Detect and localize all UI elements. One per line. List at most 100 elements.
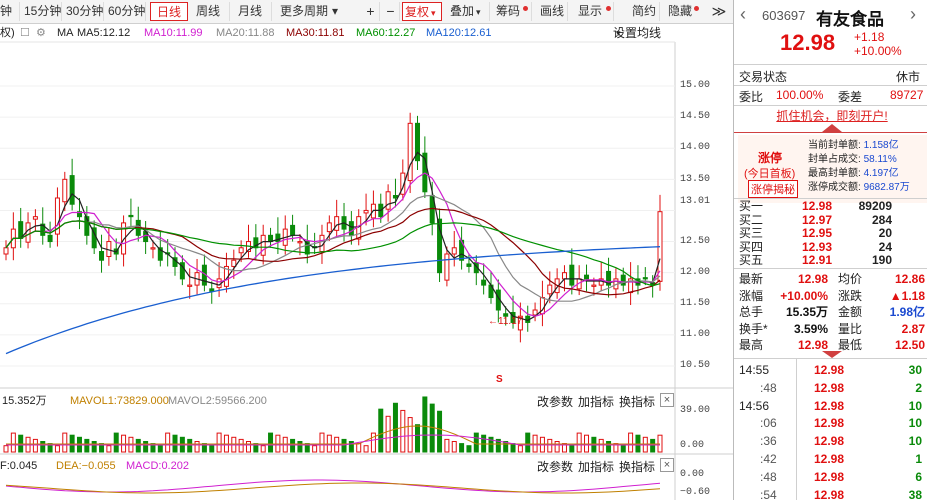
- candle-body: [392, 195, 398, 199]
- trade-status-label: 交易状态: [739, 70, 788, 84]
- tick-price: 12.98: [814, 416, 845, 431]
- checkbox-icon[interactable]: ☐: [20, 27, 30, 39]
- zoom-in-button[interactable]: +: [362, 2, 380, 21]
- bid-price: 12.97: [802, 212, 833, 227]
- stock-name: 有友食品: [816, 10, 884, 29]
- kline-chart[interactable]: [0, 0, 733, 500]
- stat-label: 金额: [838, 305, 863, 319]
- current-price: 12.98: [780, 30, 836, 55]
- volume-bar: [488, 436, 494, 453]
- ma20-value: MA20:11.88: [216, 27, 275, 39]
- price-grid: [0, 85, 675, 367]
- volume-bar: [194, 441, 200, 453]
- mavol1-value: MAVOL1:73829.000: [70, 395, 169, 407]
- candle-body: [231, 259, 237, 267]
- tick-volume: 10: [908, 398, 922, 413]
- volume-bar: [10, 432, 16, 453]
- adjust-button[interactable]: 复权 ▾: [402, 2, 442, 21]
- tick-price: 12.98: [814, 487, 845, 500]
- draw-line-button[interactable]: 画线: [540, 2, 568, 21]
- candle-body: [69, 175, 75, 205]
- stat-value: 3.59%: [793, 321, 828, 336]
- volume-bar: [84, 438, 90, 453]
- candle-body: [407, 122, 413, 182]
- expand-down-icon[interactable]: [822, 351, 842, 358]
- dea-value: DEA:−0.055: [56, 460, 116, 472]
- vol-change-params-button[interactable]: 改参数: [537, 395, 574, 409]
- simple-button[interactable]: 简约: [632, 2, 660, 21]
- candle-body: [121, 222, 127, 255]
- volume-bar: [525, 432, 531, 453]
- tab-monthly[interactable]: 月线: [238, 2, 272, 21]
- candle-body: [238, 247, 244, 254]
- tab-minute[interactable]: 钟: [0, 2, 20, 21]
- candle-body: [481, 279, 487, 286]
- tick-time: :36: [760, 434, 777, 449]
- stat-value: 12.98: [797, 338, 828, 352]
- price-tick: 12.50: [680, 236, 711, 247]
- tab-more-periods[interactable]: 更多周期: [280, 4, 329, 18]
- volume-bar: [260, 445, 266, 453]
- tab-daily[interactable]: 日线: [150, 2, 188, 21]
- volume-bar: [437, 410, 443, 453]
- chip-button[interactable]: 筹码: [496, 2, 532, 21]
- price-tick: 14.50: [680, 111, 711, 122]
- tick-price: 12.98: [814, 452, 845, 466]
- tick-row: :54 12.98 38: [734, 487, 927, 500]
- ma10-line: [5, 172, 661, 317]
- stat-value: 12.86: [894, 272, 925, 286]
- more-periods-chevron-icon[interactable]: ▾: [332, 4, 339, 18]
- display-button[interactable]: 显示: [578, 2, 614, 21]
- expand-up-icon[interactable]: [822, 124, 842, 132]
- ma-label: MA: [57, 27, 74, 39]
- hide-dot-icon: [694, 6, 699, 11]
- tab-60min[interactable]: 60分钟: [108, 2, 146, 21]
- forward-icon[interactable]: ›: [910, 4, 916, 24]
- volume-bar: [510, 443, 516, 453]
- display-dot-icon: [606, 6, 611, 11]
- tab-weekly[interactable]: 周线: [196, 2, 230, 21]
- tick-volume: 10: [908, 416, 922, 431]
- tick-volume: 10: [908, 434, 922, 449]
- divider: [734, 268, 927, 269]
- overlay-button[interactable]: 叠加 ▾: [450, 2, 490, 21]
- volume-bar: [268, 432, 274, 453]
- dif-value: F:0.045: [0, 460, 38, 472]
- candle-body: [128, 214, 134, 218]
- candles: [3, 112, 663, 343]
- tick-price: 12.98: [814, 469, 845, 484]
- seal-stats: 当前封单额: 1.158亿 封单占成交: 58.11% 最高封单额: 4.197…: [808, 139, 910, 195]
- volume-bar: [422, 396, 428, 453]
- macd-add-indicator-button[interactable]: 加指标: [578, 460, 615, 474]
- limit-up-reveal-button[interactable]: 涨停揭秘: [748, 180, 798, 198]
- price-tick: 12.00: [680, 267, 711, 278]
- collapse-icon[interactable]: ≫: [711, 3, 727, 19]
- open-account-link[interactable]: 抓住机会，即刻开户!: [776, 109, 888, 123]
- macd-switch-indicator-button[interactable]: 换指标: [619, 460, 656, 474]
- tab-15min[interactable]: 15分钟: [24, 2, 62, 21]
- vol-switch-indicator-button[interactable]: 换指标: [619, 395, 656, 409]
- hide-button[interactable]: 隐藏: [668, 4, 693, 18]
- back-icon[interactable]: ‹: [740, 4, 746, 24]
- seal-value: 4.197亿: [863, 168, 899, 179]
- tick-volume: 30: [908, 363, 922, 377]
- macd-change-params-button[interactable]: 改参数: [537, 460, 574, 474]
- price-tick: 11.50: [680, 298, 711, 309]
- zoom-out-button[interactable]: −: [382, 2, 400, 21]
- ma-settings-label: 设置均线: [613, 26, 662, 40]
- candle-body: [297, 241, 303, 244]
- tab-30min[interactable]: 30分钟: [66, 2, 104, 21]
- tick-price: 12.98: [814, 363, 845, 377]
- candle-body: [400, 172, 406, 195]
- volume-bar: [143, 441, 149, 453]
- candle-body: [47, 234, 53, 243]
- volume-bar: [495, 438, 501, 453]
- vol-close-icon[interactable]: ×: [660, 393, 674, 407]
- gear-icon[interactable]: ⚙: [36, 27, 46, 39]
- tick-time: 14:56: [739, 398, 770, 413]
- volume-bar: [91, 441, 97, 453]
- macd-close-icon[interactable]: ×: [660, 458, 674, 472]
- vol-add-indicator-button[interactable]: 加指标: [578, 395, 615, 409]
- volume-bar: [473, 432, 479, 453]
- stat-value: +10.00%: [780, 288, 828, 303]
